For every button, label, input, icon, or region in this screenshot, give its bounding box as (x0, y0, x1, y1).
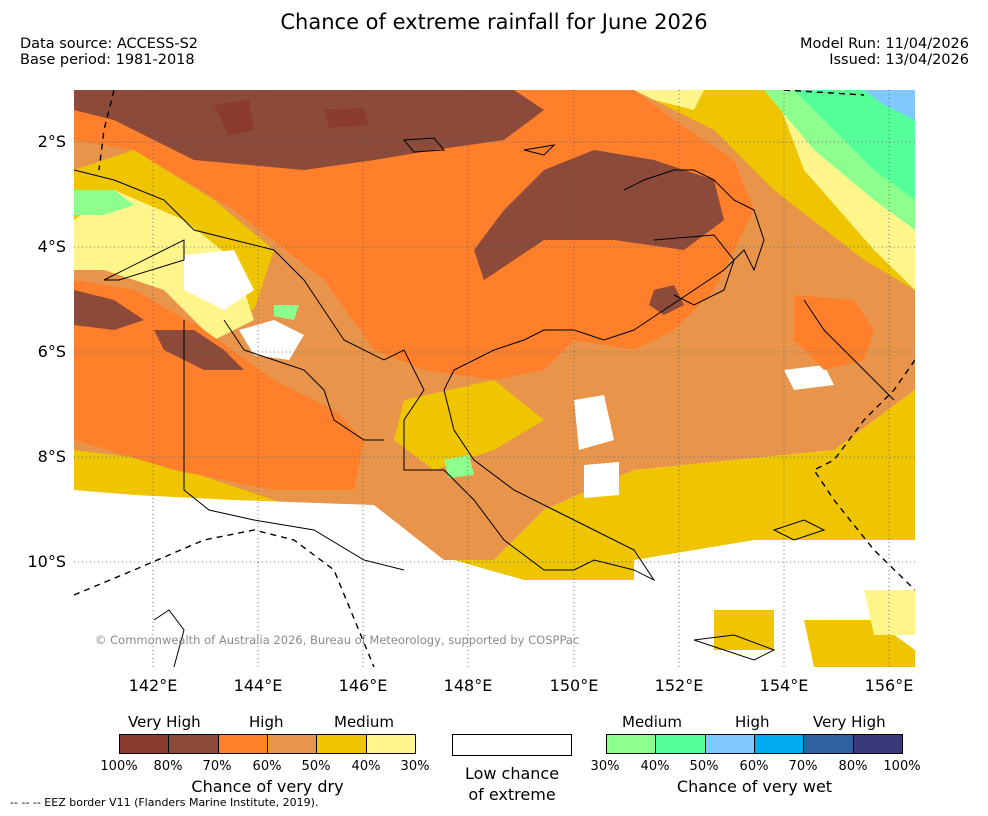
lon-label-148e: 148°E (443, 676, 493, 695)
legend-wet-tick: 60% (739, 759, 769, 774)
lat-label-2s: 2°S (37, 132, 66, 151)
region-dry-70-80-east (649, 285, 684, 315)
region-dry-30-40-north (634, 90, 704, 110)
copyright-notice: © Commonwealth of Australia 2026, Bureau… (95, 633, 580, 647)
legend-wet-colorbar (606, 734, 903, 754)
legend-wet-tick: 100% (883, 759, 921, 774)
region-low-chance-se (634, 540, 915, 620)
lat-label-10s: 10°S (27, 552, 66, 571)
legend-wet-swatch (656, 735, 706, 753)
rainfall-map (74, 90, 915, 667)
legend-dry-caption: Chance of very dry (191, 777, 344, 796)
region-wet-50-60-ne (864, 90, 915, 120)
legend-low-chance-line2: of extreme (468, 785, 556, 804)
chart-title: Chance of extreme rainfall for June 2026 (280, 10, 708, 34)
legend-dry-tick: 30% (400, 759, 430, 774)
legend-dry-swatch (218, 735, 268, 753)
lon-label-156e: 156°E (864, 676, 914, 695)
legend-wet-tick: 40% (640, 759, 670, 774)
lon-label-154e: 154°E (759, 676, 809, 695)
legend-wet-swatch (705, 735, 755, 753)
lat-label-8s: 8°S (37, 447, 66, 466)
lon-label-152e: 152°E (654, 676, 704, 695)
region-wet-central (444, 455, 474, 478)
legend-dry-swatch (169, 735, 219, 753)
region-dry-70-80-north (74, 90, 544, 170)
eez-border (74, 90, 915, 667)
region-dry-70-80-west (74, 290, 244, 370)
legend-dry-tick: 50% (301, 759, 331, 774)
data-source: Data source: ACCESS-S2 (20, 36, 199, 52)
legend-wet-level-high: High (735, 713, 770, 731)
region-wet-40-50-ne (794, 90, 915, 200)
legend-low-chance-line1: Low chance (464, 764, 560, 783)
legend-wet-tick: 80% (838, 759, 868, 774)
legend-dry-tick: 80% (153, 759, 183, 774)
region-low-chance-sw (74, 490, 474, 667)
meta-right: Model Run: 11/04/2026 Issued: 13/04/2026 (800, 36, 969, 68)
region-wet-west (74, 190, 299, 320)
lon-label-150e: 150°E (549, 676, 599, 695)
legend-dry-swatch (366, 735, 415, 753)
meta-left: Data source: ACCESS-S2 Base period: 1981… (20, 36, 198, 68)
legend-dry-swatch (267, 735, 318, 753)
lon-label-144e: 144°E (233, 676, 283, 695)
region-dry-40-50-se (714, 610, 915, 667)
lon-label-142e: 142°E (128, 676, 178, 695)
legend-dry-swatch (317, 735, 367, 753)
legend-wet-swatch (607, 735, 657, 753)
lat-label-6s: 6°S (37, 342, 66, 361)
region-dry-70-80-ne (474, 150, 724, 280)
legend-wet-tick: 70% (788, 759, 818, 774)
legend-dry-level-very-high: Very High (128, 713, 201, 731)
legend-dry-tick: 100% (100, 759, 138, 774)
region-dry-60-70-west (74, 280, 364, 490)
legend-dry-tick: 40% (351, 759, 381, 774)
region-dry-40-50-central (394, 380, 544, 470)
legend-dry-tick: 60% (252, 759, 282, 774)
region-dry-30-40-se (864, 585, 915, 635)
legend-dry-tick: 70% (202, 759, 232, 774)
eez-border-note: -- -- -- EEZ border V11 (Flanders Marine… (10, 796, 319, 809)
legend-wet-swatch (804, 735, 854, 753)
coastlines (74, 137, 895, 667)
legend-wet-tick: 30% (590, 759, 620, 774)
legend-wet-swatch (754, 735, 805, 753)
region-dry-60-70-east (794, 295, 874, 370)
legend-wet-tick: 50% (689, 759, 719, 774)
legend-low-chance-caption: Low chance of extreme (432, 763, 592, 805)
legend-low-chance-swatch (452, 734, 572, 756)
graticule (74, 90, 915, 667)
legend-dry-colorbar (119, 734, 416, 754)
legend-wet-swatch (853, 735, 902, 753)
lon-label-146e: 146°E (338, 676, 388, 695)
legend-wet-level-very-high: Very High (813, 713, 886, 731)
lat-label-4s: 4°S (37, 237, 66, 256)
legend-wet-caption: Chance of very wet (676, 777, 833, 796)
issued-date: Issued: 13/04/2026 (829, 52, 969, 68)
legend-wet-level-medium: Medium (622, 713, 682, 731)
model-run: Model Run: 11/04/2026 (799, 36, 969, 52)
legend-dry-level-high: High (249, 713, 284, 731)
legend-dry-level-medium: Medium (334, 713, 394, 731)
region-dry-80-100 (214, 100, 369, 135)
base-period: Base period: 1981-2018 (20, 52, 195, 68)
legend-dry-swatch (120, 735, 170, 753)
